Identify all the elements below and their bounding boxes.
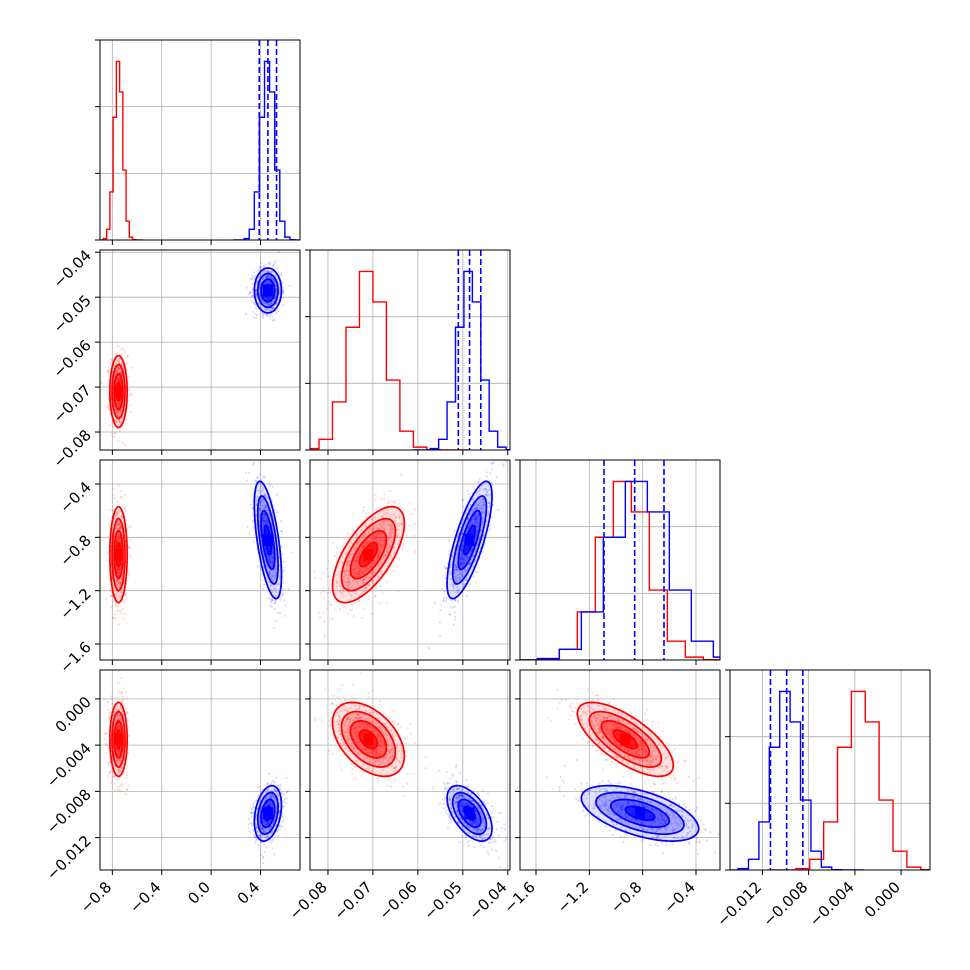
density-peak-0 bbox=[620, 733, 631, 746]
x-tick-label: −1.6 bbox=[500, 878, 538, 916]
y-tick-label: −0.4 bbox=[56, 478, 94, 516]
x-tick-label: 0.0 bbox=[184, 878, 214, 908]
histogram-series-1 bbox=[233, 60, 300, 240]
x-tick-label: −0.4 bbox=[126, 878, 164, 916]
y-tick-label: −0.012 bbox=[43, 832, 95, 884]
panel-frame bbox=[309, 669, 511, 871]
x-tick-label: −0.06 bbox=[375, 878, 420, 923]
histogram-series-1 bbox=[730, 690, 863, 870]
y-tick-label: −0.04 bbox=[50, 246, 95, 291]
y-tick-label: −0.08 bbox=[50, 426, 95, 471]
y-tick-label: −0.8 bbox=[56, 531, 94, 569]
panel-2-2 bbox=[515, 459, 721, 665]
panel-frame bbox=[519, 669, 721, 871]
density-peak-1 bbox=[262, 807, 273, 820]
panel-1-0: −0.08−0.07−0.06−0.05−0.04 bbox=[50, 246, 301, 471]
density-peak-0 bbox=[113, 548, 124, 561]
panel-0-0 bbox=[95, 39, 301, 245]
panel-2-1 bbox=[305, 459, 511, 665]
density-peak-0 bbox=[113, 385, 124, 398]
x-tick-label: −0.07 bbox=[331, 878, 376, 923]
histogram-series-0 bbox=[100, 60, 143, 240]
scatter-series-1 bbox=[427, 460, 508, 650]
x-tick-label: −0.05 bbox=[420, 878, 465, 923]
panel-frame bbox=[99, 39, 301, 241]
y-tick-label: −0.07 bbox=[50, 381, 95, 426]
panel-3-1: −0.08 −0.07 −0.06 −0.05 −0.04 bbox=[286, 669, 511, 923]
panel-frame bbox=[99, 249, 301, 451]
x-tick-label: −0.08 bbox=[286, 878, 331, 923]
density-peak-0 bbox=[363, 733, 374, 746]
panel-3-3: −0.012−0.008−0.004 0.000 bbox=[713, 669, 931, 930]
panel-frame bbox=[99, 669, 301, 871]
density-peak-1 bbox=[262, 534, 273, 546]
density-peak-1 bbox=[635, 807, 645, 820]
x-tick-label: 0.000 bbox=[861, 878, 904, 921]
y-tick-label: 0.000 bbox=[52, 693, 95, 736]
panel-frame bbox=[519, 459, 721, 661]
y-tick-label: −0.008 bbox=[43, 785, 95, 837]
density-peak-0 bbox=[363, 548, 374, 561]
y-tick-label: −0.004 bbox=[43, 739, 95, 791]
x-tick-label: 0.4 bbox=[234, 878, 264, 908]
panel-frame bbox=[309, 459, 511, 661]
panel-frame bbox=[309, 249, 511, 451]
y-tick-label: −0.06 bbox=[50, 336, 95, 381]
panel-frame bbox=[729, 669, 931, 871]
panel-1-1 bbox=[305, 249, 511, 455]
histogram-series-1 bbox=[520, 480, 720, 660]
density-peak-1 bbox=[262, 284, 273, 297]
panel-2-0: −1.6 −1.2 −0.8 −0.4 bbox=[56, 459, 301, 677]
x-tick-label: −1.2 bbox=[554, 878, 592, 916]
density-peak-1 bbox=[464, 534, 475, 546]
panel-frame bbox=[99, 459, 301, 661]
panel-3-2: −1.6 −1.2 −0.8 −0.4 bbox=[500, 669, 721, 917]
x-tick-label: −0.004 bbox=[806, 878, 858, 930]
histogram-series-0 bbox=[767, 690, 930, 870]
x-tick-label: −0.4 bbox=[660, 878, 698, 916]
density-peak-1 bbox=[464, 807, 475, 820]
density-peak-0 bbox=[113, 733, 124, 746]
x-tick-label: −0.012 bbox=[713, 878, 765, 930]
y-tick-label: −1.6 bbox=[56, 638, 94, 676]
y-tick-label: −0.05 bbox=[50, 291, 95, 336]
x-tick-label: −0.8 bbox=[77, 878, 115, 916]
y-tick-label: −1.2 bbox=[56, 585, 94, 623]
x-tick-label: −0.8 bbox=[607, 878, 645, 916]
histogram-series-1 bbox=[412, 270, 510, 450]
x-tick-label: −0.008 bbox=[759, 878, 811, 930]
